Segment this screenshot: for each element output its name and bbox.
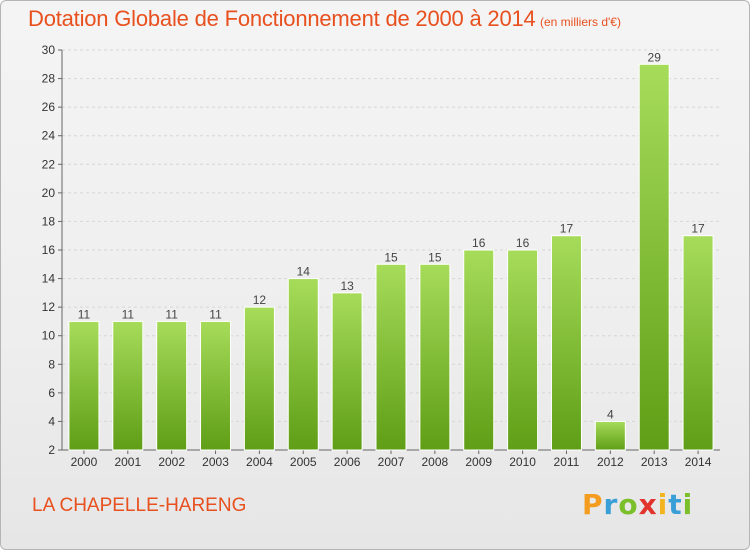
x-tick-label-2011: 2011 xyxy=(554,455,580,469)
y-tick-label: 26 xyxy=(42,100,56,114)
x-tick-label-2003: 2003 xyxy=(202,455,229,469)
y-tick-label: 28 xyxy=(42,72,56,86)
y-tick-label: 16 xyxy=(42,243,56,257)
chart-title: Dotation Globale de Fonctionnement de 20… xyxy=(28,6,536,31)
y-tick-label: 30 xyxy=(42,43,56,57)
bar-2012 xyxy=(594,420,626,451)
bar-2011 xyxy=(550,235,582,451)
x-tick-label-2012: 2012 xyxy=(597,455,624,469)
bar-2002 xyxy=(156,320,188,451)
y-tick-label: 6 xyxy=(48,386,55,400)
value-label-2002: 11 xyxy=(165,307,178,321)
bar-2009 xyxy=(463,249,495,451)
x-tick-label-2000: 2000 xyxy=(71,455,98,469)
y-tick-label: 14 xyxy=(42,272,56,286)
bars xyxy=(68,63,714,451)
x-tick-label-2014: 2014 xyxy=(685,455,712,469)
bar-2001 xyxy=(112,320,144,451)
x-tick-label-2010: 2010 xyxy=(509,455,536,469)
x-tick-label-2002: 2002 xyxy=(158,455,185,469)
bar-2000 xyxy=(68,320,100,451)
value-label-2004: 12 xyxy=(253,293,267,307)
x-tick-label-2005: 2005 xyxy=(290,455,317,469)
value-label-2005: 14 xyxy=(297,265,311,279)
x-tick-label-2006: 2006 xyxy=(334,455,361,469)
value-label-2003: 11 xyxy=(209,307,222,321)
x-tick-label-2004: 2004 xyxy=(246,455,273,469)
commune-name: LA CHAPELLE-HARENG xyxy=(32,495,247,516)
y-tick-label: 24 xyxy=(42,129,56,143)
value-label-2001: 11 xyxy=(122,307,135,321)
bar-2005 xyxy=(287,278,319,451)
x-tick-label-2007: 2007 xyxy=(378,455,405,469)
bar-2003 xyxy=(200,320,232,451)
value-label-2006: 13 xyxy=(340,279,354,293)
y-tick-label: 18 xyxy=(42,214,56,228)
value-label-2011: 17 xyxy=(560,222,574,236)
proxiti-logo[interactable]: Proxiti xyxy=(582,488,694,521)
bar-2013 xyxy=(638,63,670,451)
bar-2008 xyxy=(419,263,451,451)
y-tick-label: 8 xyxy=(48,357,55,371)
bar-2014 xyxy=(682,235,714,451)
value-label-2010: 16 xyxy=(516,236,530,250)
bar-2006 xyxy=(331,292,363,451)
y-tick-label: 2 xyxy=(48,443,55,457)
value-label-2013: 29 xyxy=(648,50,662,64)
y-tick-label: 10 xyxy=(42,329,56,343)
value-label-2007: 15 xyxy=(384,250,398,264)
value-label-2008: 15 xyxy=(428,250,442,264)
y-tick-label: 20 xyxy=(42,186,56,200)
chart-subtitle: (en milliers d'€) xyxy=(540,15,621,29)
value-label-2014: 17 xyxy=(691,222,705,236)
y-tick-label: 4 xyxy=(48,414,55,428)
x-tick-label-2013: 2013 xyxy=(641,455,668,469)
x-tick-label-2001: 2001 xyxy=(114,455,141,469)
x-tick-label-2008: 2008 xyxy=(422,455,449,469)
bar-2007 xyxy=(375,263,407,451)
y-tick-label: 22 xyxy=(42,157,56,171)
bar-2004 xyxy=(243,306,275,451)
value-label-2012: 4 xyxy=(607,407,614,421)
y-tick-label: 12 xyxy=(42,300,56,314)
value-label-2000: 11 xyxy=(78,307,91,321)
x-tick-label-2009: 2009 xyxy=(465,455,492,469)
labels: 11 2000 11 2001 11 2002 11 2003 12 2004 14 2005 13 20… xyxy=(71,50,712,469)
value-label-2009: 16 xyxy=(472,236,486,250)
bar-2010 xyxy=(507,249,539,451)
